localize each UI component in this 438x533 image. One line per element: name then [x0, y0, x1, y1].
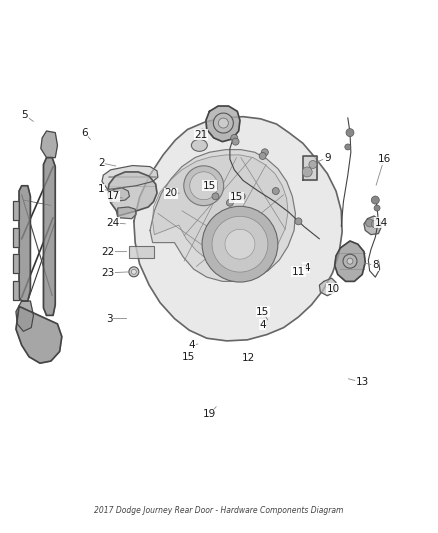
Text: 12: 12: [242, 353, 255, 363]
Polygon shape: [319, 278, 336, 296]
Text: 1: 1: [98, 184, 104, 195]
Text: 13: 13: [356, 377, 369, 387]
Text: 23: 23: [101, 268, 114, 278]
Text: 8: 8: [372, 261, 378, 270]
Polygon shape: [134, 117, 342, 341]
Circle shape: [272, 188, 279, 195]
Circle shape: [371, 196, 379, 204]
Circle shape: [231, 134, 238, 141]
Polygon shape: [152, 155, 288, 266]
Circle shape: [347, 258, 353, 264]
Polygon shape: [43, 158, 55, 316]
Polygon shape: [364, 216, 381, 235]
Circle shape: [261, 149, 268, 156]
Polygon shape: [13, 254, 19, 273]
Circle shape: [202, 206, 278, 282]
Polygon shape: [16, 301, 33, 332]
Text: 15: 15: [182, 352, 195, 362]
Circle shape: [238, 193, 245, 200]
Circle shape: [345, 144, 351, 150]
Bar: [130, 246, 155, 259]
Circle shape: [129, 267, 139, 277]
Text: 22: 22: [101, 247, 114, 256]
Text: 17: 17: [107, 191, 120, 201]
Circle shape: [374, 205, 380, 211]
Text: 14: 14: [375, 218, 388, 228]
Circle shape: [131, 269, 136, 274]
Circle shape: [366, 219, 374, 227]
Circle shape: [302, 264, 309, 271]
Circle shape: [295, 218, 302, 225]
Polygon shape: [335, 241, 365, 281]
Text: 15: 15: [256, 306, 269, 317]
Text: 19: 19: [203, 409, 216, 419]
Text: 2: 2: [98, 158, 104, 168]
Circle shape: [225, 229, 255, 259]
Circle shape: [346, 128, 354, 136]
Text: 6: 6: [81, 127, 88, 138]
Circle shape: [219, 118, 228, 128]
Polygon shape: [41, 131, 57, 158]
Polygon shape: [13, 201, 19, 220]
Text: 16: 16: [378, 154, 391, 164]
Circle shape: [226, 199, 233, 206]
Circle shape: [199, 131, 206, 138]
Circle shape: [213, 113, 233, 133]
Polygon shape: [13, 281, 19, 300]
Circle shape: [259, 152, 266, 159]
Circle shape: [212, 216, 268, 272]
Text: 21: 21: [194, 130, 207, 140]
Text: 4: 4: [189, 340, 195, 350]
Circle shape: [184, 166, 224, 206]
Ellipse shape: [191, 140, 207, 151]
Circle shape: [302, 167, 312, 177]
Text: 5: 5: [21, 110, 28, 120]
Text: 3: 3: [106, 313, 112, 324]
Polygon shape: [303, 156, 317, 181]
Circle shape: [309, 160, 317, 168]
Text: 11: 11: [292, 267, 305, 277]
Polygon shape: [150, 150, 295, 281]
Circle shape: [199, 129, 206, 136]
Text: 15: 15: [203, 181, 216, 191]
Text: 10: 10: [327, 284, 340, 294]
Text: 4: 4: [259, 320, 266, 330]
Polygon shape: [118, 207, 136, 219]
Polygon shape: [109, 188, 130, 201]
Text: 2017 Dodge Journey Rear Door - Hardware Components Diagram: 2017 Dodge Journey Rear Door - Hardware …: [94, 506, 344, 515]
Circle shape: [232, 138, 239, 145]
Polygon shape: [13, 228, 19, 247]
Circle shape: [212, 193, 219, 200]
Polygon shape: [102, 166, 158, 189]
Circle shape: [343, 254, 357, 268]
Text: 4: 4: [303, 263, 310, 272]
Polygon shape: [206, 106, 240, 142]
Text: 9: 9: [324, 152, 331, 163]
Circle shape: [190, 172, 218, 200]
Circle shape: [371, 220, 379, 228]
Polygon shape: [108, 172, 157, 216]
Text: 20: 20: [164, 188, 177, 198]
Text: 15: 15: [230, 192, 243, 203]
Polygon shape: [19, 185, 30, 301]
Polygon shape: [16, 306, 62, 363]
Text: 24: 24: [107, 218, 120, 228]
